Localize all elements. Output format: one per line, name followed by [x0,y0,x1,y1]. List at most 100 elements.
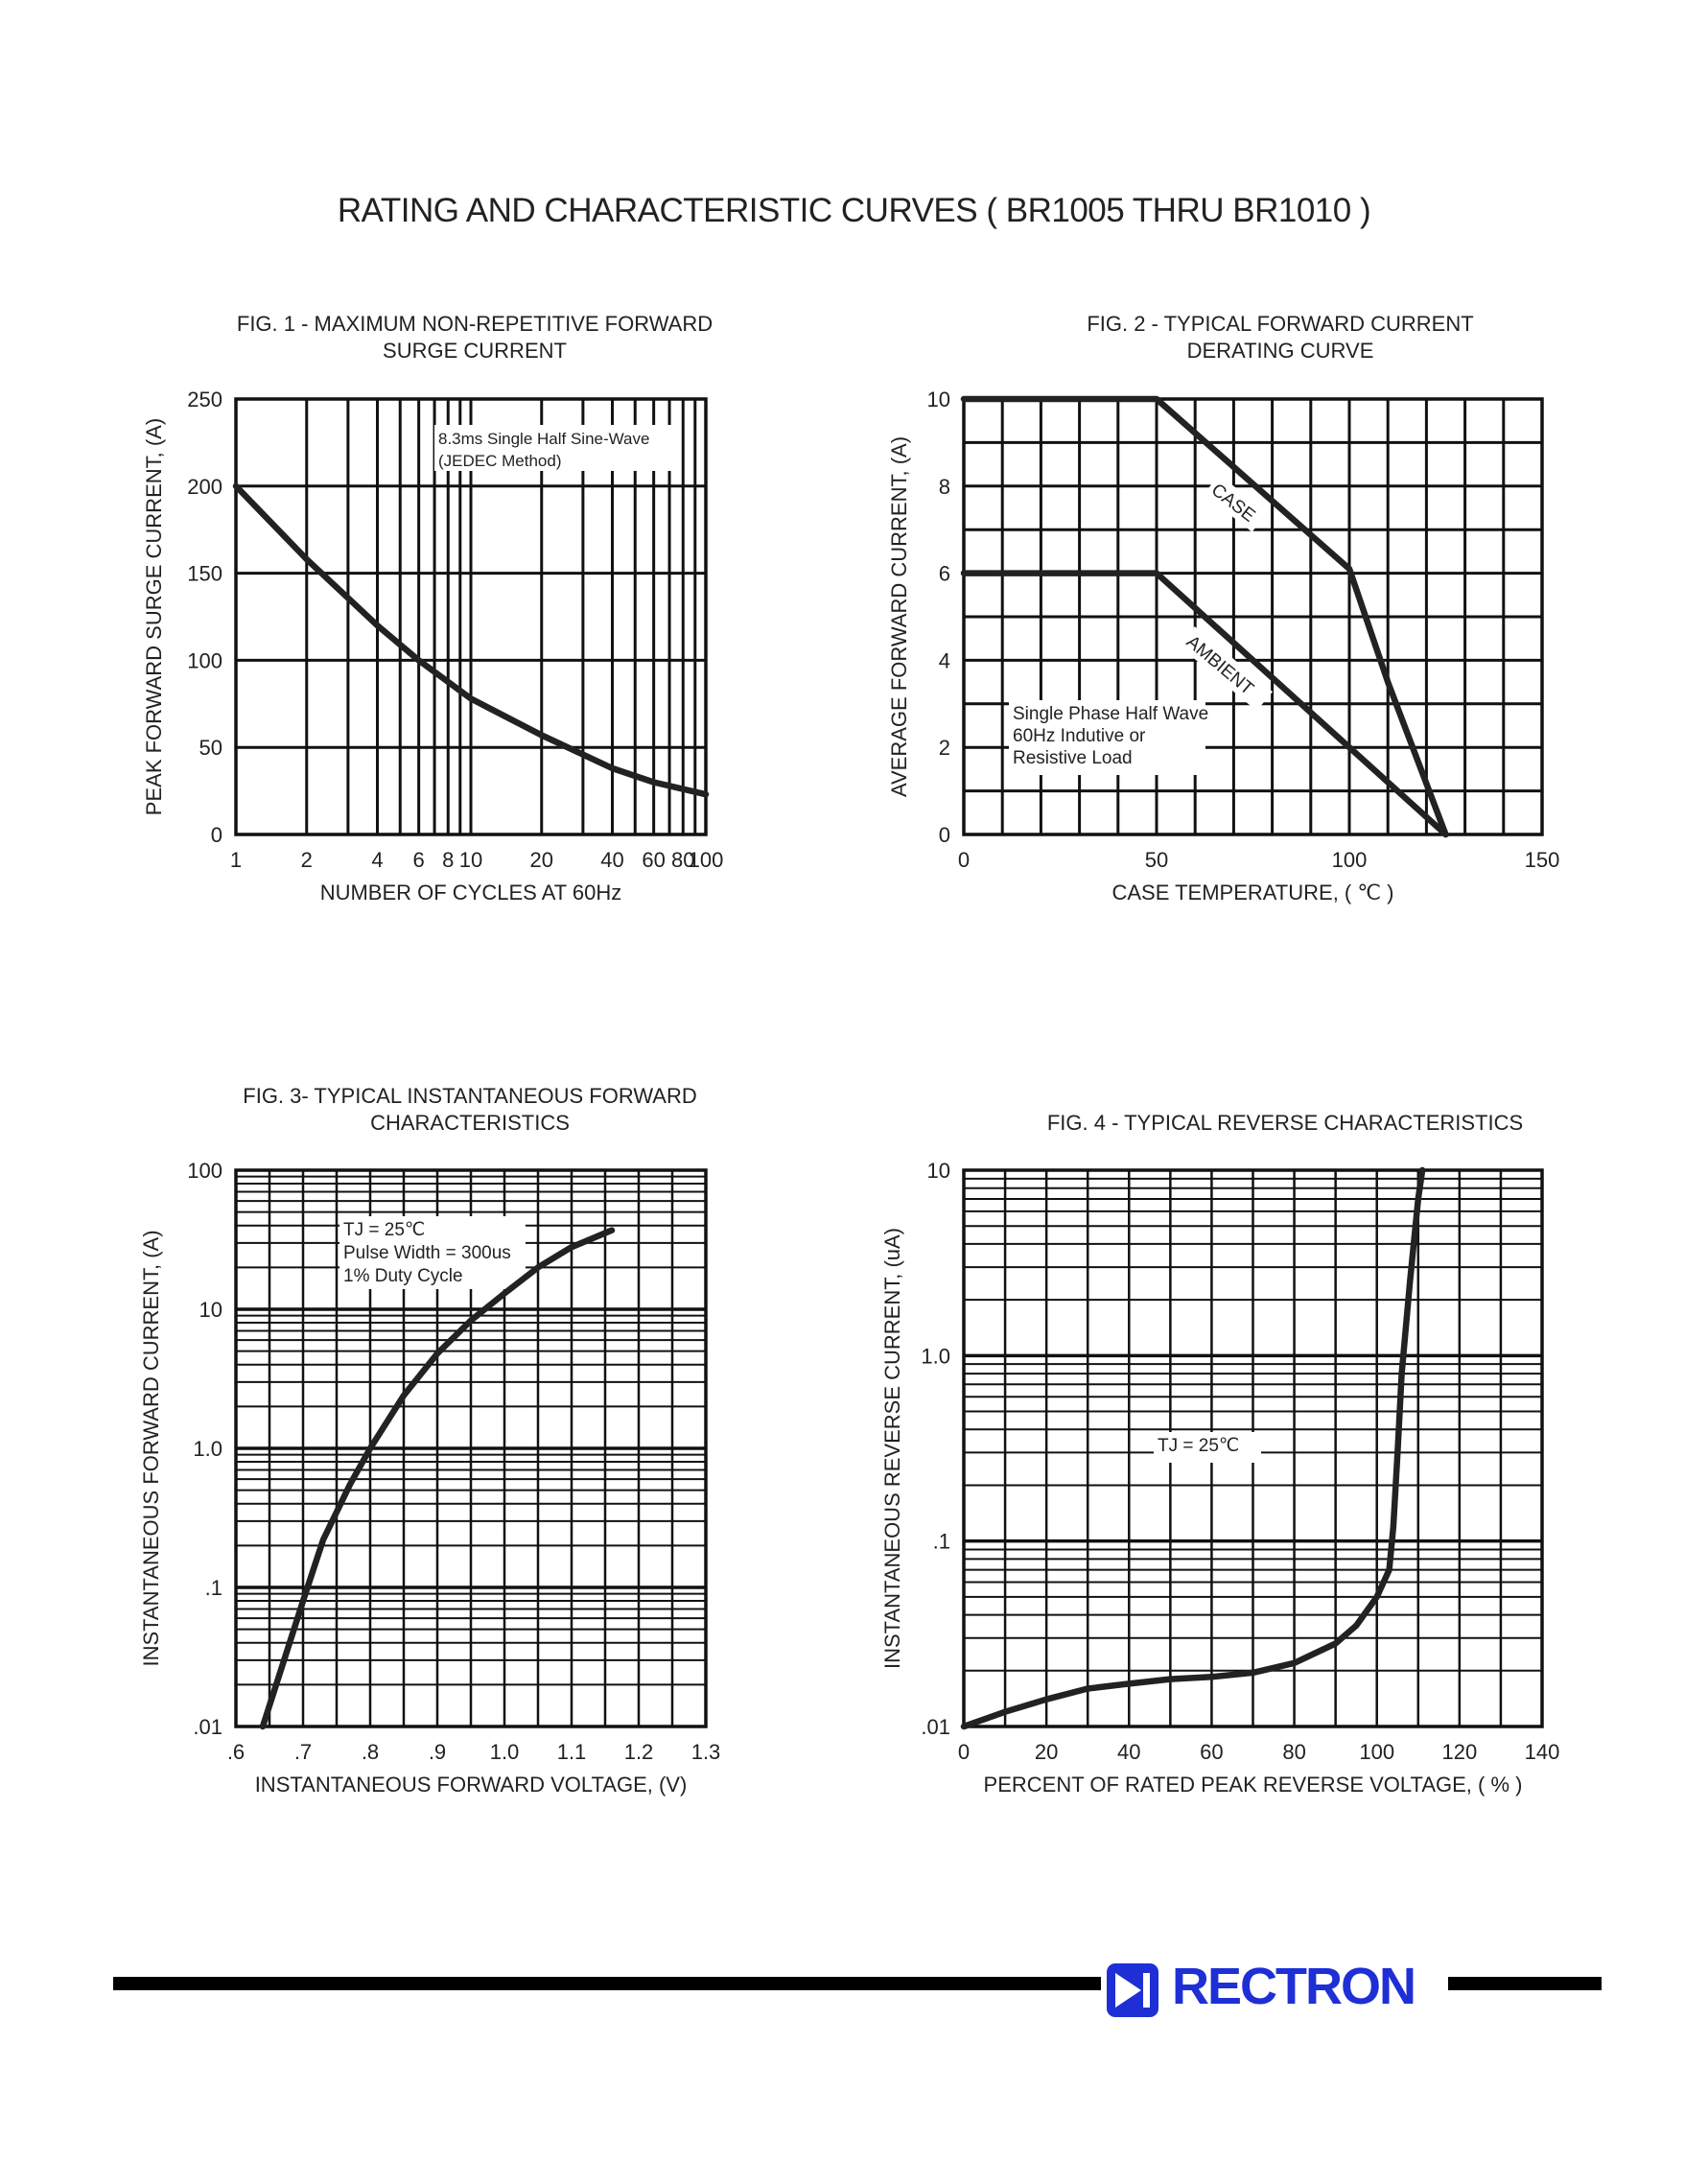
fig3-annotation: 1% Duty Cycle [343,1266,463,1286]
fig1-series-line-0 [232,482,710,798]
fig3-xtick-label: .6 [227,1740,245,1764]
fig2-ylabel: AVERAGE FORWARD CURRENT, (A) [887,436,911,797]
fig3-xtick-label: .7 [294,1740,312,1764]
fig2-ytick-label: 0 [939,823,950,847]
fig2-annotation: Single Phase Half Wave [1013,704,1208,724]
fig2-xtick-label: 100 [1332,848,1368,872]
fig1-xtick-label: 20 [530,848,553,872]
fig1-xtick-label: 100 [689,848,724,872]
brand-name: RECTRON [1172,1958,1416,2015]
fig3-xtick-label: 1.0 [490,1740,520,1764]
fig2-annotation-box [1009,700,1205,775]
fig4-xtick-label: 120 [1441,1740,1477,1764]
fig2-series-label-bg [1204,474,1268,532]
page-title: RATING AND CHARACTERISTIC CURVES ( BR100… [337,192,1371,229]
fig1-xtick-label: 6 [413,848,425,872]
fig1-annotation: 8.3ms Single Half Sine-Wave [438,430,649,448]
fig1-xtick-label: 40 [600,848,623,872]
fig1-xtick-label: 10 [459,848,482,872]
fig2-xlabel: CASE TEMPERATURE, ( ℃ ) [1111,881,1393,904]
fig3-xtick-label: 1.2 [624,1740,654,1764]
fig3-ytick-label: 100 [187,1159,222,1183]
fig2-series-line-case [960,395,1449,838]
fig3-ytick-label: 10 [199,1298,222,1322]
fig1-ytick-label: 100 [187,648,222,672]
fig2-xtick-label: 50 [1145,848,1168,872]
fig4-xtick-label: 80 [1282,1740,1305,1764]
fig3-annotation: TJ = 25℃ [343,1220,425,1240]
fig2-annotation: Resistive Load [1013,748,1133,768]
fig1-xtick-label: 4 [371,848,383,872]
fig1-xtick-label: 2 [301,848,313,872]
fig2-series-label-ambient: AMBIENT [1182,632,1257,700]
fig3-xtick-label: 1.3 [691,1740,721,1764]
fig2-annotation: 60Hz Indutive or [1013,726,1146,746]
fig3-xtick-label: .9 [429,1740,446,1764]
fig1-grid [236,397,706,836]
fig3-ylabel: INSTANTANEOUS FORWARD CURRENT, (A) [139,1230,163,1666]
fig2-title: FIG. 2 - TYPICAL FORWARD CURRENT DERATIN… [1087,312,1474,363]
fig4-xtick-label: 60 [1200,1740,1223,1764]
fig4-ylabel: INSTANTANEOUS REVERSE CURRENT, (uA) [880,1228,904,1669]
fig3-ytick-label: .1 [205,1576,222,1600]
fig2-ytick-label: 8 [939,475,950,499]
fig1-annotation-box [434,425,680,471]
fig3-ytick-label: 1.0 [193,1437,222,1461]
fig1-title: FIG. 1 - MAXIMUM NON-REPETITIVE FORWARD … [236,312,714,363]
fig2-chart: 0 50 100 150 0 2 4 6 8 10 CASE TEMPERATURE, ( ℃ ) A… [887,388,1559,904]
fig4-grid [964,1170,1542,1726]
fig2-ytick-label: 6 [939,562,950,586]
fig4-xtick-label: 100 [1359,1740,1394,1764]
fig4-xtick-label: 20 [1035,1740,1058,1764]
fig4-ytick-label: 1.0 [921,1344,950,1368]
fig4-xlabel: PERCENT OF RATED PEAK REVERSE VOLTAGE, (… [984,1773,1523,1797]
fig3-xlabel: INSTANTANEOUS FORWARD VOLTAGE, (V) [255,1773,688,1797]
fig1-xtick-label: 8 [442,848,454,872]
fig4-xtick-label: 40 [1117,1740,1140,1764]
fig1-ytick-label: 50 [199,736,222,760]
fig3-xtick-label: 1.1 [557,1740,587,1764]
fig4-xtick-label: 140 [1525,1740,1560,1764]
fig1-plot-frame [234,397,708,836]
fig1-ytick-label: 200 [187,475,222,499]
fig1-annotation: (JEDEC Method) [438,452,561,470]
fig1-ytick-label: 150 [187,562,222,586]
fig3-chart: .6 .7 .8 .9 1.0 1.1 1.2 1.3 .01 .1 1.0 10 100 INSTANT… [139,1159,720,1797]
rectron-logo-icon [1107,1963,1158,2017]
fig3-annotation-box [339,1216,526,1289]
fig4-annotation: TJ = 25℃ [1158,1436,1239,1456]
fig2-xtick-label: 150 [1525,848,1560,872]
fig2-xtick-label: 0 [958,848,970,872]
fig1-xtick-label: 60 [642,848,665,872]
fig4-title: FIG. 4 - TYPICAL REVERSE CHARACTERISTICS [1046,1111,1524,1135]
fig3-plot-frame [234,1168,708,1728]
footer-rule-left [113,1977,1101,1990]
fig2-ytick-label: 4 [939,648,950,672]
fig3-ytick-label: .01 [193,1715,222,1739]
fig1-ytick-label: 250 [187,388,222,411]
fig1-ylabel: PEAK FORWARD SURGE CURRENT, (A) [142,418,166,815]
fig2-plot-frame [962,397,1544,836]
fig3-series-line-0 [259,1227,616,1730]
fig1-xtick-label: 80 [671,848,694,872]
fig4-annotation-box [1154,1432,1261,1463]
fig4-ytick-label: .01 [921,1715,950,1739]
fig4-plot-frame [962,1168,1544,1728]
fig2-ytick-label: 10 [927,388,950,411]
fig4-ytick-label: .1 [933,1530,950,1554]
fig2-series-line-ambient [960,570,1449,838]
fig1-xtick-label: 1 [230,848,242,872]
fig3-title: FIG. 3- TYPICAL INSTANTANEOUS FORWARD CH… [243,1084,697,1135]
fig2-series-label-bg [1179,626,1273,712]
fig1-chart: 1 2 4 6 8 10 20 40 60 80100050100150200250NUMBER … [142,388,723,904]
fig3-xtick-label: .8 [362,1740,379,1764]
fig4-series-line-0 [960,1166,1426,1730]
fig4-ytick-label: 10 [927,1159,950,1183]
fig2-ytick-label: 2 [939,736,950,760]
footer-rule-right [1448,1977,1602,1990]
fig3-annotation: Pulse Width = 300us [343,1243,511,1263]
fig4-xtick-label: 0 [958,1740,970,1764]
fig4-chart: 0 20 40 60 80 100 120 140 .01 .1 1.0 10 PERCENT OF R… [880,1159,1559,1797]
fig1-xlabel: NUMBER OF CYCLES AT 60Hz [320,881,622,904]
